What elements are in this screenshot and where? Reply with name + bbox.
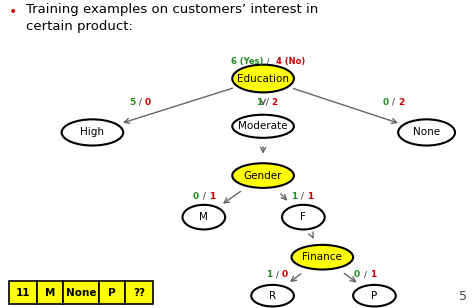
Text: 1: 1 xyxy=(256,98,262,107)
Text: 0: 0 xyxy=(145,98,151,107)
Text: P: P xyxy=(108,288,116,298)
Text: M: M xyxy=(200,212,208,222)
Text: 1: 1 xyxy=(291,192,297,201)
Text: 0: 0 xyxy=(383,98,389,107)
FancyBboxPatch shape xyxy=(63,281,99,304)
Text: 1: 1 xyxy=(266,270,273,279)
FancyBboxPatch shape xyxy=(37,281,63,304)
Text: /: / xyxy=(264,57,270,66)
Text: 2: 2 xyxy=(398,98,404,107)
Text: Moderate: Moderate xyxy=(238,121,288,131)
Text: /: / xyxy=(263,98,268,107)
Ellipse shape xyxy=(292,245,353,270)
Text: /: / xyxy=(298,192,303,201)
Text: High: High xyxy=(81,128,104,137)
Ellipse shape xyxy=(182,205,225,229)
Ellipse shape xyxy=(398,120,455,146)
Ellipse shape xyxy=(282,205,325,229)
Text: R: R xyxy=(269,291,276,301)
Text: P: P xyxy=(371,291,378,301)
Text: 1: 1 xyxy=(370,270,376,279)
FancyBboxPatch shape xyxy=(9,281,37,304)
Text: /: / xyxy=(273,270,279,279)
Text: None: None xyxy=(413,128,440,137)
Text: F: F xyxy=(301,212,306,222)
Ellipse shape xyxy=(353,285,396,306)
Text: 11: 11 xyxy=(16,288,30,298)
Text: 0: 0 xyxy=(354,270,360,279)
Ellipse shape xyxy=(251,285,294,306)
Ellipse shape xyxy=(232,65,294,92)
Text: /: / xyxy=(389,98,395,107)
Text: None: None xyxy=(65,288,96,298)
Text: Education: Education xyxy=(237,74,289,83)
FancyBboxPatch shape xyxy=(125,281,153,304)
FancyBboxPatch shape xyxy=(99,281,125,304)
Text: M: M xyxy=(45,288,55,298)
Text: 0: 0 xyxy=(282,270,288,279)
Text: Training examples on customers’ interest in
certain product:: Training examples on customers’ interest… xyxy=(26,3,319,33)
Text: •: • xyxy=(9,5,17,18)
Text: 6 (Yes): 6 (Yes) xyxy=(231,57,263,66)
Ellipse shape xyxy=(62,120,123,146)
Text: /: / xyxy=(361,270,366,279)
Text: 1: 1 xyxy=(307,192,313,201)
Ellipse shape xyxy=(232,115,294,138)
Text: 4 (No): 4 (No) xyxy=(276,57,305,66)
Text: 0: 0 xyxy=(193,192,199,201)
Text: Finance: Finance xyxy=(302,252,342,262)
Text: 5: 5 xyxy=(129,98,135,107)
Ellipse shape xyxy=(232,163,294,188)
Text: Gender: Gender xyxy=(244,171,283,180)
Text: /: / xyxy=(200,192,205,201)
Text: ??: ?? xyxy=(133,288,145,298)
Text: 5: 5 xyxy=(459,290,467,303)
Text: /: / xyxy=(136,98,141,107)
Text: 1: 1 xyxy=(209,192,215,201)
Text: 2: 2 xyxy=(272,98,278,107)
